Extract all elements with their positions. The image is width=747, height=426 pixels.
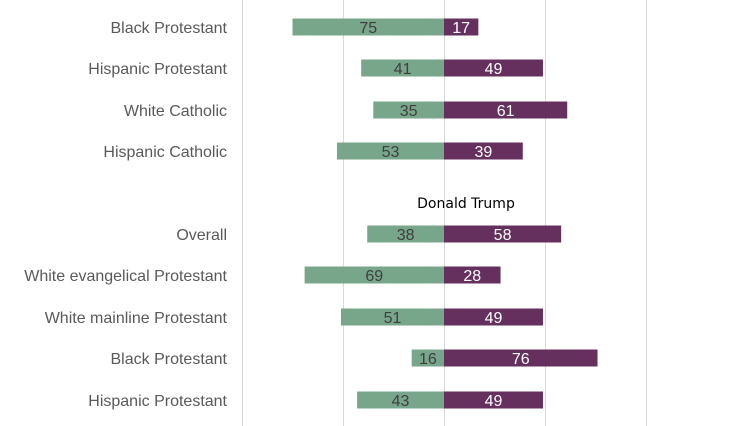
bar-left: [361, 59, 444, 77]
value-label-right: 17: [452, 20, 470, 37]
category-label: Hispanic Protestant: [88, 393, 227, 410]
value-label-right: 61: [497, 103, 515, 120]
bar-right: [444, 142, 523, 160]
value-label-right: 49: [485, 61, 503, 78]
value-label-right: 58: [494, 227, 512, 244]
bar-right: [444, 308, 543, 326]
bar-right: [444, 349, 598, 367]
bar-left: [367, 225, 444, 243]
category-label: Hispanic Catholic: [103, 144, 227, 161]
bar-right: [444, 266, 501, 284]
category-label: Hispanic Protestant: [88, 61, 227, 78]
category-label: Overall: [176, 227, 227, 244]
bar-right: [444, 18, 479, 36]
category-label: Black Protestant: [111, 351, 228, 368]
value-label-left: 41: [394, 61, 412, 78]
chart-annotation: Donald Trump: [417, 196, 515, 212]
value-label-left: 69: [365, 268, 383, 285]
value-label-right: 49: [485, 310, 503, 327]
category-label: White Catholic: [124, 103, 227, 120]
value-label-left: 75: [359, 20, 377, 37]
bar-right: [444, 391, 543, 409]
bars: [292, 18, 598, 409]
bar-left: [292, 18, 444, 36]
value-label-left: 51: [384, 310, 402, 327]
value-label-right: 28: [463, 268, 481, 285]
category-label: White evangelical Protestant: [24, 268, 227, 285]
value-label-left: 35: [400, 103, 418, 120]
bar-right: [444, 101, 568, 119]
value-label-left: 43: [392, 393, 410, 410]
value-label-left: 53: [382, 144, 400, 161]
value-label-right: 39: [474, 144, 492, 161]
bar-left: [411, 349, 444, 367]
bar-left: [304, 266, 444, 284]
category-label: Black Protestant: [111, 20, 228, 37]
value-label-left: 38: [397, 227, 415, 244]
bar-right: [444, 225, 562, 243]
bar-left: [373, 101, 444, 119]
bar-left: [340, 308, 444, 326]
bar-left: [336, 142, 444, 160]
value-label-right: 49: [485, 393, 503, 410]
bar-left: [357, 391, 444, 409]
bar-right: [444, 59, 543, 77]
labels: Black Protestant 75 17 Hispanic Protestant 4…: [24, 20, 530, 410]
value-label-left: 16: [419, 351, 437, 368]
category-label: White mainline Protestant: [45, 310, 228, 327]
value-label-right: 76: [512, 351, 530, 368]
